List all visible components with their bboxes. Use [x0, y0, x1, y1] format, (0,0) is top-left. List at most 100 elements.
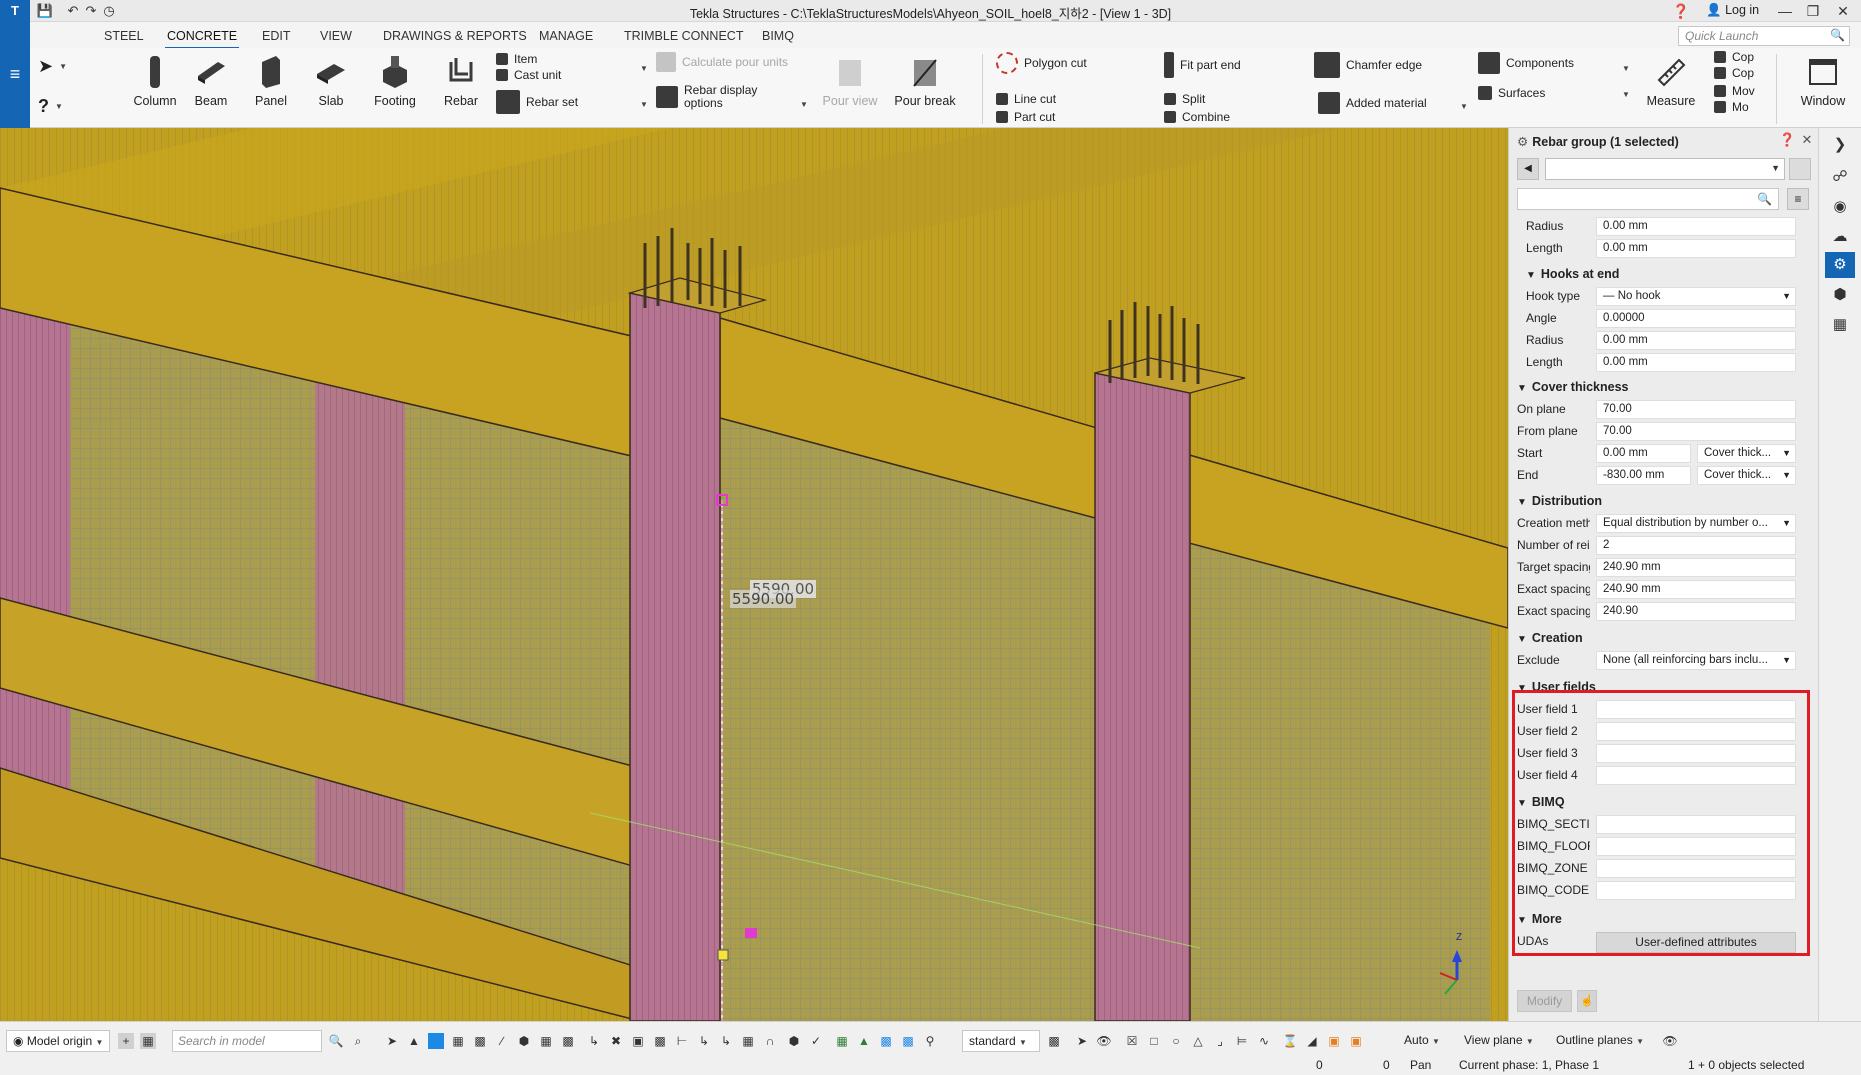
tab-concrete[interactable]: CONCRETE — [165, 29, 240, 49]
redo-icon[interactable]: ↷ — [85, 3, 97, 18]
handle-marker[interactable] — [745, 928, 757, 938]
copy-button[interactable]: Cop — [1714, 50, 1754, 64]
saved-settings-dropdown[interactable] — [1545, 158, 1785, 180]
line-cut-button[interactable]: Line cut — [996, 92, 1056, 106]
item-button[interactable]: Item — [496, 52, 537, 66]
on-plane-field[interactable]: 70.00 — [1596, 400, 1796, 419]
snap-reference-icon[interactable]: ▦ — [836, 1034, 848, 1048]
surfaces-button[interactable]: Surfaces — [1478, 86, 1545, 100]
tab-manage[interactable]: MANAGE — [539, 29, 594, 43]
select-welds-icon[interactable]: ▦ — [452, 1034, 464, 1048]
rebar-set-button[interactable]: Rebar set — [496, 90, 578, 114]
cloud-icon[interactable]: ☁ — [1832, 228, 1848, 245]
eye-icon[interactable]: 👁 — [1662, 1034, 1678, 1048]
added-material-button[interactable]: Added material — [1318, 92, 1427, 114]
login-button[interactable]: 👤 Log in — [1706, 3, 1759, 18]
end-field[interactable]: -830.00 mm — [1596, 466, 1691, 485]
tab-bimq[interactable]: BIMQ — [762, 29, 794, 43]
exclude-dropdown[interactable]: None (all reinforcing bars inclu... ▼ — [1596, 651, 1796, 670]
select-all-icon[interactable]: ➤ — [386, 1034, 398, 1048]
fit-part-end-button[interactable]: Fit part end — [1164, 52, 1241, 78]
slab-button[interactable]: Slab — [306, 54, 356, 108]
exact-spacing-field[interactable]: 240.90 mm — [1596, 580, 1796, 599]
model-origin-dropdown[interactable]: ◉ Model origin ▼ — [6, 1030, 110, 1052]
snap-circle-icon[interactable]: ○ — [1172, 1034, 1180, 1048]
restore-button[interactable]: ❐ — [1806, 3, 1820, 19]
end-cover-dropdown[interactable]: Cover thick... ▼ — [1697, 466, 1796, 485]
copy-special-button[interactable]: Cop — [1714, 66, 1754, 80]
combine-button[interactable]: Combine — [1164, 110, 1230, 124]
pattern-icon[interactable]: ▩ — [1048, 1034, 1060, 1048]
section-creation[interactable]: ▼ Creation — [1517, 627, 1809, 649]
snap-square-icon[interactable]: □ — [1150, 1034, 1158, 1048]
start-handle[interactable] — [716, 494, 728, 506]
user-field-4-input[interactable] — [1596, 766, 1796, 785]
section-distribution[interactable]: ▼ Distribution — [1517, 490, 1809, 512]
snap-diagonal-icon[interactable]: ◢ — [1307, 1034, 1317, 1048]
pick-icon[interactable]: ☝ — [1577, 990, 1597, 1012]
tab-steel[interactable]: STEEL — [104, 29, 144, 43]
find-icon[interactable]: ⌕ — [354, 1034, 362, 1048]
select-reinforcement-icon[interactable]: ▦ — [540, 1034, 552, 1048]
hook-length-field[interactable]: 0.00 mm — [1596, 353, 1796, 372]
rebar-display-dropdown-icon[interactable]: ▼ — [800, 100, 808, 109]
file-menu-button[interactable]: ≡ — [0, 22, 30, 128]
tab-trimble-connect[interactable]: TRIMBLE CONNECT — [624, 29, 744, 43]
snap-ends-icon[interactable]: ↳ — [588, 1034, 600, 1048]
snap-points-icon[interactable]: ✖ — [610, 1034, 622, 1048]
part-cut-button[interactable]: Part cut — [996, 110, 1055, 124]
save-settings-icon[interactable] — [1789, 158, 1811, 180]
snap-edge-icon[interactable]: ▦ — [742, 1034, 754, 1048]
bimq-section-input[interactable] — [1596, 815, 1796, 834]
chamfer-edge-button[interactable]: Chamfer edge — [1314, 52, 1422, 78]
calculate-pour-units-button[interactable]: Calculate pour units — [656, 52, 788, 72]
section-more[interactable]: ▼ More — [1517, 908, 1809, 930]
select-parts-icon[interactable]: ▲ — [408, 1034, 420, 1048]
snap-component-icon[interactable]: ▩ — [902, 1034, 914, 1048]
exact-spacing-2-field[interactable]: 240.90 — [1596, 602, 1796, 621]
select-surfaces-icon[interactable] — [428, 1033, 444, 1049]
hook-type-dropdown[interactable]: — No hook ▼ — [1596, 287, 1796, 306]
snap-nearest-icon[interactable]: ∩ — [765, 1034, 775, 1048]
bimq-zone-input[interactable] — [1596, 859, 1796, 878]
select-rebar-icon[interactable]: ▩ — [562, 1034, 574, 1048]
link-icon[interactable]: ☍ — [1832, 168, 1848, 185]
split-button[interactable]: Split — [1164, 92, 1205, 106]
minimize-button[interactable]: — — [1778, 3, 1792, 19]
target-spacing-field[interactable]: 240.90 mm — [1596, 558, 1796, 577]
polygon-cut-button[interactable]: Polygon cut — [996, 52, 1087, 74]
snap-tangent-icon[interactable]: ∿ — [1258, 1034, 1270, 1048]
section-user-fields[interactable]: ▼ User fields — [1517, 676, 1809, 698]
select-grid-icon[interactable]: ▩ — [474, 1034, 486, 1048]
footing-button[interactable]: Footing — [366, 54, 424, 108]
rebar-display-options-button[interactable]: Rebar display options — [656, 84, 757, 110]
cube-icon[interactable]: ⬢ — [1833, 286, 1847, 303]
property-filter-input[interactable]: 🔍 — [1517, 188, 1779, 210]
properties-gear-icon[interactable]: ⚙ — [1825, 252, 1855, 278]
origin-settings-icon[interactable]: ▦ — [140, 1033, 156, 1049]
undo-icon[interactable]: ↶ — [67, 3, 79, 18]
snap-override-icon[interactable]: ⚲ — [925, 1034, 935, 1048]
start-field[interactable]: 0.00 mm — [1596, 444, 1691, 463]
bimq-code-input[interactable] — [1596, 881, 1796, 900]
column-button[interactable]: Column — [130, 54, 180, 108]
pour-view-button[interactable]: Pour view — [820, 54, 880, 108]
snap-geometry-icon[interactable]: ▲ — [858, 1034, 870, 1048]
surfaces-dropdown-icon[interactable]: ▼ — [1622, 90, 1630, 99]
snap-intersection-icon[interactable]: ⊢ — [676, 1034, 688, 1048]
select-line-icon[interactable]: ∕ — [500, 1034, 503, 1048]
user-field-2-input[interactable] — [1596, 722, 1796, 741]
snap-grid-icon[interactable]: ▩ — [880, 1034, 892, 1048]
help-icon[interactable]: ❓ — [1779, 132, 1796, 147]
move-button[interactable]: Mov — [1714, 84, 1755, 98]
help-icon[interactable]: ❓ — [1672, 3, 1690, 19]
tekla-logo-icon[interactable]: T — [0, 0, 30, 22]
add-origin-icon[interactable]: + — [118, 1033, 134, 1049]
auto-dropdown[interactable]: Auto ▼ — [1398, 1030, 1446, 1052]
length-field[interactable]: 0.00 mm — [1596, 239, 1796, 258]
angle-field[interactable]: 0.00000 — [1596, 309, 1796, 328]
menu-icon[interactable]: ≡ — [1787, 188, 1809, 210]
user-field-1-input[interactable] — [1596, 700, 1796, 719]
model-view-3d[interactable]: 5590.00 5590.00 Z — [0, 128, 1508, 1021]
catalog-icon[interactable]: ▦ — [1832, 316, 1848, 333]
